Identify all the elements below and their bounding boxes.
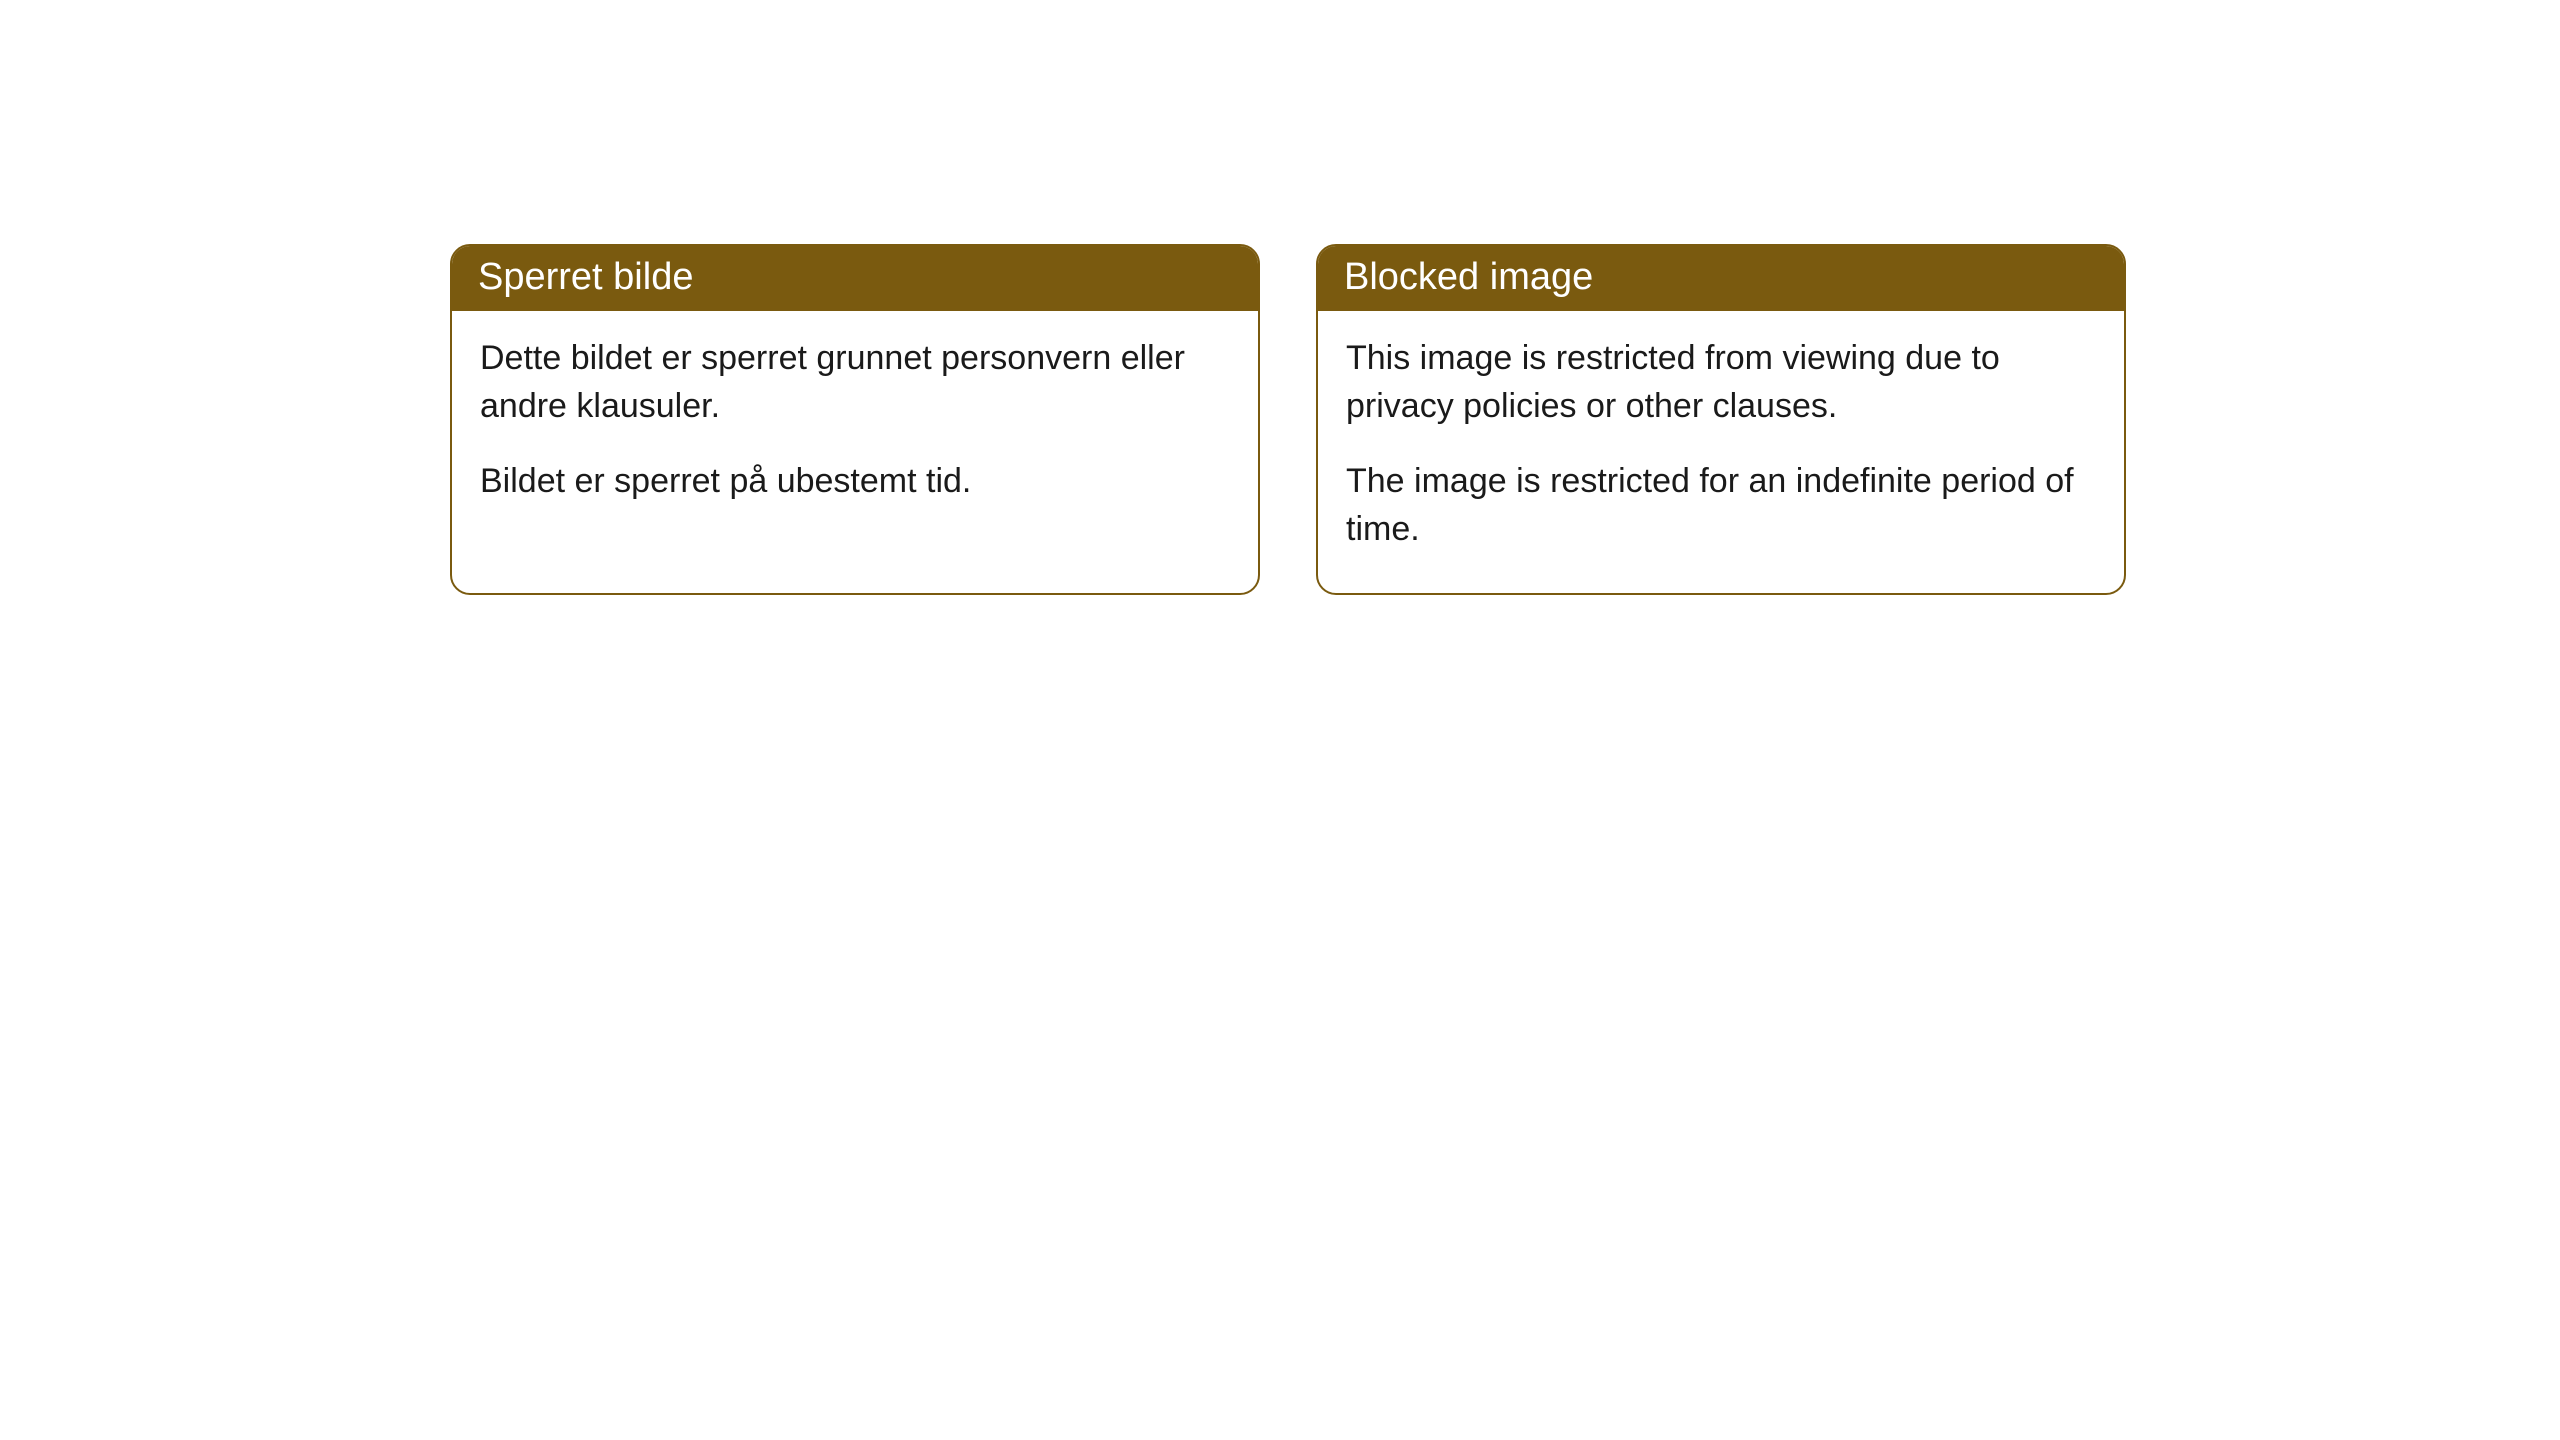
card-body: Dette bildet er sperret grunnet personve… xyxy=(452,311,1258,546)
card-title: Blocked image xyxy=(1344,256,1593,298)
blocked-image-notices: Sperret bilde Dette bildet er sperret gr… xyxy=(450,244,2126,595)
card-title: Sperret bilde xyxy=(478,256,693,298)
blocked-image-card-norwegian: Sperret bilde Dette bildet er sperret gr… xyxy=(450,244,1260,595)
card-header: Sperret bilde xyxy=(452,246,1258,311)
blocked-image-card-english: Blocked image This image is restricted f… xyxy=(1316,244,2126,595)
card-paragraph-1: This image is restricted from viewing du… xyxy=(1346,335,2096,430)
card-body: This image is restricted from viewing du… xyxy=(1318,311,2124,593)
card-paragraph-2: Bildet er sperret på ubestemt tid. xyxy=(480,458,1230,506)
card-header: Blocked image xyxy=(1318,246,2124,311)
card-paragraph-2: The image is restricted for an indefinit… xyxy=(1346,458,2096,553)
card-paragraph-1: Dette bildet er sperret grunnet personve… xyxy=(480,335,1230,430)
